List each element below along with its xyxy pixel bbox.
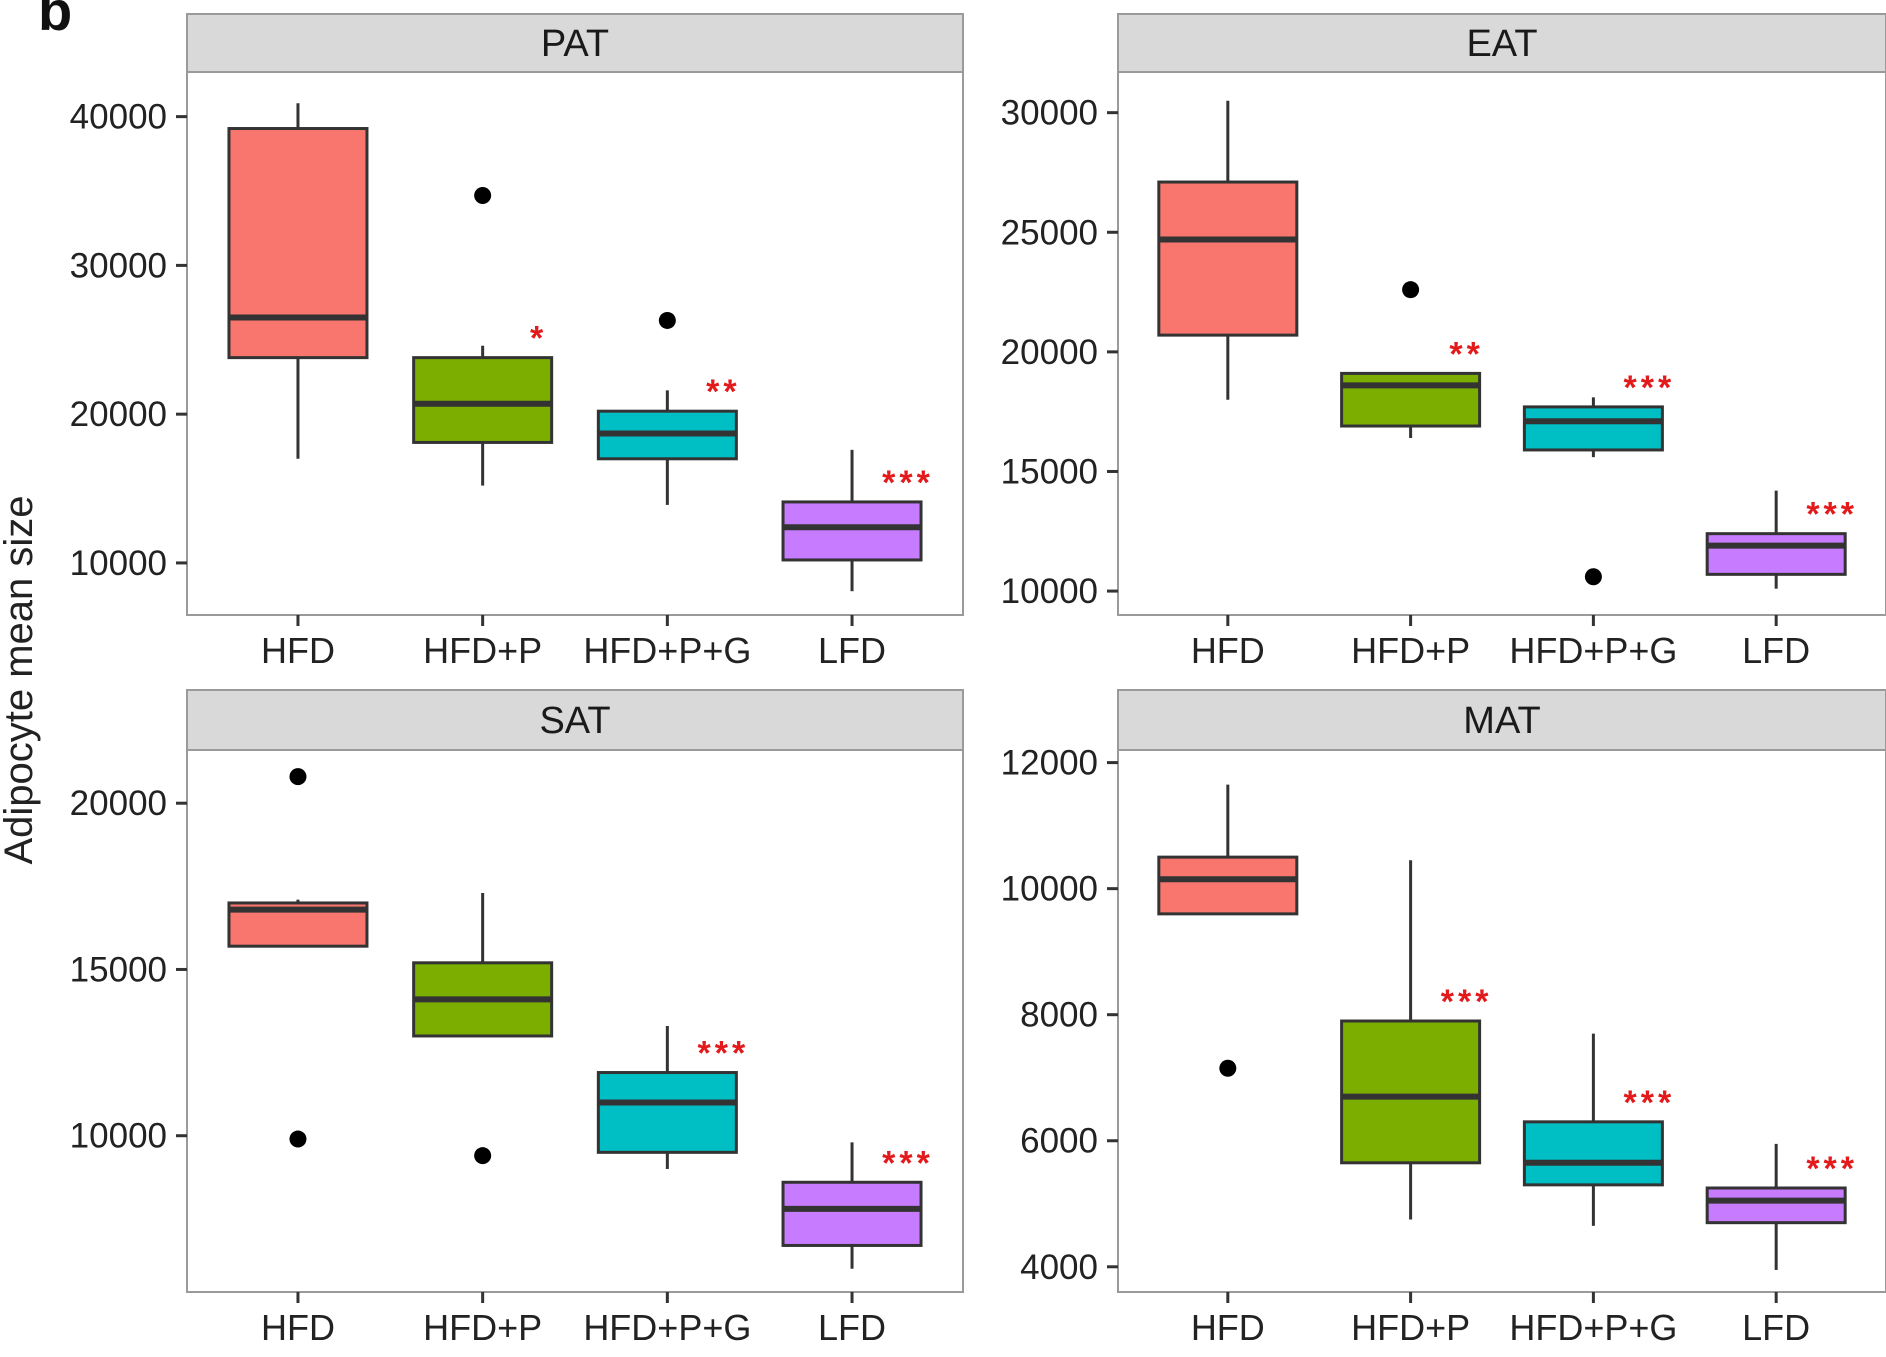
- outlier-point: [474, 186, 492, 204]
- outlier-point: [474, 1147, 492, 1165]
- x-tick-label: HFD+P: [1351, 630, 1470, 671]
- significance-label: *: [530, 320, 547, 358]
- x-tick-label: HFD+P+G: [1509, 1307, 1677, 1348]
- box-lfd: ***: [781, 1142, 934, 1269]
- significance-label: ***: [882, 1144, 934, 1182]
- box-lfd: ***: [1705, 1143, 1858, 1270]
- outlier-point: [289, 768, 307, 786]
- box-hfd: [1157, 100, 1299, 400]
- outlier-point: [289, 1130, 307, 1148]
- box-body: [781, 1180, 923, 1247]
- box-body: [1157, 855, 1299, 916]
- y-tick-label: 40000: [70, 98, 167, 137]
- x-tick-label: HFD: [261, 630, 335, 671]
- strip-header: [1117, 13, 1886, 73]
- box-hfd: [1157, 784, 1299, 1077]
- significance-label: **: [706, 373, 740, 411]
- strip-label: SAT: [539, 700, 610, 742]
- y-tick-label: 10000: [70, 1117, 167, 1156]
- box-body: [1522, 1120, 1664, 1187]
- box-hfd-plusp-plusg: ***: [1522, 369, 1676, 586]
- y-tick-label: 10000: [70, 544, 167, 583]
- strip-header: [1117, 689, 1886, 751]
- x-tick-label: HFD: [1191, 1307, 1265, 1348]
- significance-label: ***: [1441, 983, 1493, 1021]
- box-hfd-plusp: *: [412, 186, 554, 486]
- box-body: [1340, 1019, 1482, 1165]
- strip-label: PAT: [541, 23, 609, 65]
- x-tick-label: HFD+P+G: [1509, 630, 1677, 671]
- significance-label: ***: [697, 1035, 749, 1073]
- x-tick-label: HFD+P: [423, 630, 542, 671]
- y-tick-label: 20000: [70, 395, 167, 434]
- box-lfd: ***: [1705, 490, 1858, 589]
- y-tick-label: 12000: [1001, 744, 1098, 783]
- box-body: [1705, 1186, 1847, 1225]
- box-body: [781, 500, 923, 562]
- facet-panels: PAT 10000 20000 30000 40000 HFD HFD+P HFD+P+G LF…: [70, 13, 1886, 1348]
- strip-header: [186, 689, 964, 751]
- box-lfd: ***: [781, 449, 934, 592]
- x-tick-label: HFD+P+G: [583, 630, 751, 671]
- box-body: [1157, 180, 1299, 337]
- outlier-point: [1219, 1059, 1237, 1077]
- box-hfd-plusp-plusg: ***: [1522, 1033, 1676, 1226]
- y-tick-label: 20000: [70, 784, 167, 823]
- strip-label: EAT: [1466, 23, 1537, 65]
- box-hfd: [227, 768, 369, 1148]
- significance-label: ***: [1624, 1084, 1676, 1122]
- y-axis-label: Adipocyte mean size: [0, 495, 41, 864]
- y-tick-label: 15000: [70, 950, 167, 989]
- outlier-point: [1584, 568, 1602, 586]
- y-tick-label: 10000: [1001, 870, 1098, 909]
- box-body: [1705, 532, 1847, 576]
- outlier-point: [1402, 281, 1420, 299]
- box-hfd-plusp: ***: [1340, 860, 1493, 1220]
- y-tick-label: 10000: [1001, 572, 1098, 611]
- x-tick-label: HFD: [261, 1307, 335, 1348]
- strip-label: MAT: [1463, 700, 1540, 742]
- x-tick-label: LFD: [1742, 1307, 1810, 1348]
- box-hfd: [227, 103, 369, 459]
- box-hfd-plusp: [412, 892, 554, 1165]
- significance-label: ***: [882, 464, 934, 502]
- box-body: [1522, 405, 1664, 452]
- significance-label: ***: [1806, 496, 1858, 534]
- x-tick-label: LFD: [1742, 630, 1810, 671]
- plot-area: [1117, 71, 1886, 616]
- y-tick-label: 4000: [1020, 1248, 1098, 1287]
- y-tick-label: 6000: [1020, 1122, 1098, 1161]
- x-tick-label: HFD+P: [423, 1307, 542, 1348]
- outlier-point: [658, 311, 676, 329]
- x-tick-label: LFD: [818, 630, 886, 671]
- y-tick-label: 30000: [70, 246, 167, 285]
- y-tick-label: 15000: [1001, 452, 1098, 491]
- box-body: [412, 356, 554, 444]
- panel-sat: SAT 10000 15000 20000 HFD HFD+P HFD+P+G LFD *** *…: [70, 689, 964, 1348]
- y-tick-label: 25000: [1001, 213, 1098, 252]
- strip-header: [186, 13, 964, 73]
- box-hfd-plusp: **: [1340, 281, 1483, 438]
- x-tick-label: HFD+P+G: [583, 1307, 751, 1348]
- panel-eat: EAT 10000 15000 20000 25000 30000 HFD HFD+P HFD+…: [1001, 13, 1886, 671]
- x-tick-label: HFD: [1191, 630, 1265, 671]
- box-body: [1340, 371, 1482, 428]
- x-tick-label: HFD+P: [1351, 1307, 1470, 1348]
- box-hfd-plusp-plusg: ***: [596, 1025, 749, 1169]
- y-tick-label: 20000: [1001, 333, 1098, 372]
- panel-pat: PAT 10000 20000 30000 40000 HFD HFD+P HFD+P+G LF…: [70, 13, 964, 671]
- box-body: [596, 1071, 738, 1154]
- y-tick-label: 30000: [1001, 94, 1098, 133]
- box-hfd-plusp-plusg: **: [596, 311, 740, 505]
- x-tick-label: LFD: [818, 1307, 886, 1348]
- significance-label: ***: [1806, 1150, 1858, 1188]
- y-tick-label: 8000: [1020, 996, 1098, 1035]
- significance-label: **: [1449, 335, 1483, 373]
- box-body: [227, 127, 369, 360]
- panel-letter: b: [38, 0, 72, 42]
- panel-mat: MAT 4000 6000 8000 10000 12000 HFD HFD+P HFD+P+G…: [1001, 689, 1886, 1348]
- significance-label: ***: [1624, 369, 1676, 407]
